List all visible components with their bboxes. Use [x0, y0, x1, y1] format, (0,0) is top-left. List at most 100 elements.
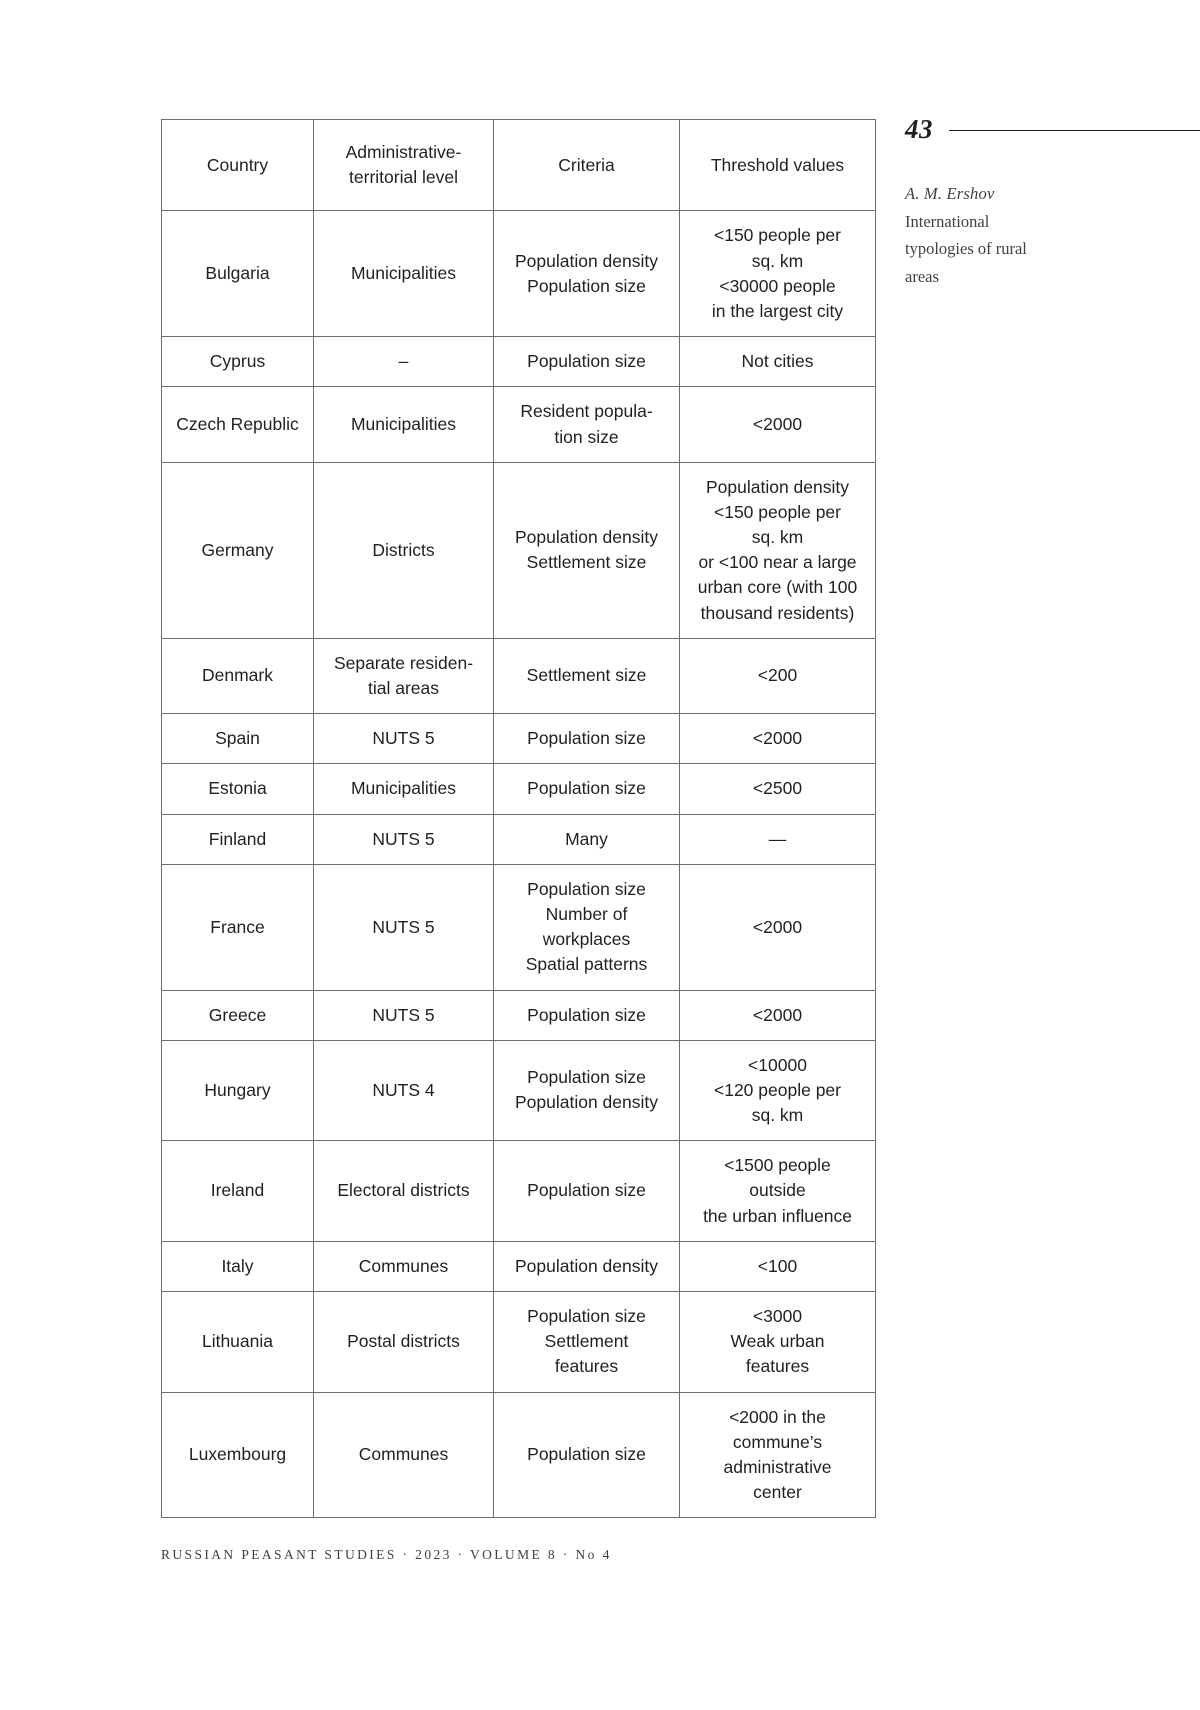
table-row: Italy Communes Population density <100: [161, 1240, 876, 1293]
cell-text-line: —: [768, 828, 787, 849]
column-header-country: Country: [161, 118, 314, 212]
cell-text-line: Hungary: [204, 1079, 271, 1100]
cell-text-line: Finland: [208, 828, 267, 849]
cell-text-line: Separate residen-: [333, 652, 474, 673]
table-row: Luxembourg Communes Population size <2000 i…: [161, 1391, 876, 1519]
folio-rule: [949, 129, 1200, 131]
cell-text-line: thousand residents): [700, 602, 855, 623]
cell-text-line: <1500 people: [724, 1155, 831, 1176]
header-text-line: Threshold values: [710, 154, 845, 175]
cell-text-line: sq. km: [751, 1105, 804, 1126]
header-text-line: Country: [206, 154, 269, 175]
cell-administrative-level: Separate residen-tial areas: [313, 637, 494, 715]
cell-administrative-level: NUTS 5: [313, 863, 494, 991]
cell-text-line: outside: [749, 1180, 806, 1201]
cell-criteria: Settlement size: [493, 637, 680, 715]
cell-text-line: Czech Republic: [176, 413, 299, 434]
cell-text-line: <150 people per: [714, 501, 841, 522]
cell-text-line: Italy: [221, 1255, 254, 1276]
table-row: Finland NUTS 5 Many —: [161, 813, 876, 865]
cell-text-line: center: [753, 1482, 802, 1503]
cell-text-line: Communes: [358, 1255, 449, 1276]
table-row: Ireland Electoral districts Population siz…: [161, 1140, 876, 1242]
cell-text-line: Many: [565, 828, 608, 849]
cell-text-line: <2000 in the: [729, 1406, 826, 1427]
cell-text-line: Municipalities: [350, 413, 457, 434]
cell-text-line: Municipalities: [350, 778, 457, 799]
cell-text-line: NUTS 5: [372, 1004, 435, 1025]
table-row: Denmark Separate residen-tial areas Settle…: [161, 637, 876, 715]
cell-text-line: <30000 people: [719, 275, 836, 296]
cell-text-line: Population size: [527, 1004, 646, 1025]
cell-text-line: Settlement size: [526, 552, 647, 573]
cell-administrative-level: Districts: [313, 461, 494, 639]
cell-text-line: Population size: [527, 878, 646, 899]
cell-text-line: Population density: [514, 1092, 659, 1113]
folio-row: 43: [905, 112, 1200, 146]
cell-text-line: Communes: [358, 1444, 449, 1465]
cell-text-line: Districts: [372, 539, 435, 560]
cell-threshold-values: <2500: [679, 763, 876, 815]
cell-text-line: Population size: [527, 351, 646, 372]
cell-country: Denmark: [161, 637, 314, 715]
cell-criteria: Population size: [493, 989, 680, 1041]
margin-note: 43 A. M. Ershov International typologies…: [905, 112, 1200, 291]
cell-text-line: Luxembourg: [188, 1444, 287, 1465]
cell-text-line: workplaces: [542, 929, 631, 950]
cell-text-line: Estonia: [208, 778, 267, 799]
cell-text-line: France: [210, 916, 265, 937]
cell-text-line: in the largest city: [711, 300, 844, 321]
cell-criteria: Resident popula-tion size: [493, 386, 680, 463]
header-text-line: territorial level: [349, 167, 458, 188]
table-row: Hungary NUTS 4 Population size Population d…: [161, 1039, 876, 1142]
cell-text-line: Population size: [527, 728, 646, 749]
cell-country: Luxembourg: [161, 1391, 314, 1519]
cell-text-line: Spain: [215, 728, 260, 749]
cell-administrative-level: Municipalities: [313, 386, 494, 463]
cell-administrative-level: NUTS 4: [313, 1039, 494, 1142]
cell-country: Spain: [161, 713, 314, 765]
cell-text-line: administrative: [723, 1456, 832, 1477]
header-text-line: Administrative-: [345, 142, 462, 162]
cell-country: Lithuania: [161, 1291, 314, 1393]
cell-text-line: <2500: [752, 778, 803, 799]
cell-country: Italy: [161, 1240, 314, 1293]
table-row: Bulgaria Municipalities Population density…: [161, 210, 876, 338]
cell-threshold-values: <3000 Weak urban features: [679, 1291, 876, 1393]
cell-text-line: features: [745, 1356, 810, 1377]
cell-country: Estonia: [161, 763, 314, 815]
cell-text-line: or <100 near a large: [698, 552, 857, 573]
running-head-title-line2: typologies of rural: [905, 239, 1027, 259]
cell-country: Hungary: [161, 1039, 314, 1142]
column-header-criteria: Criteria: [493, 118, 680, 212]
cell-threshold-values: Not cities: [679, 336, 876, 388]
running-head-title-line1: International: [905, 211, 990, 231]
cell-administrative-level: Municipalities: [313, 763, 494, 815]
cell-text-line: the urban influence: [703, 1205, 852, 1226]
cell-administrative-level: Postal districts: [313, 1291, 494, 1393]
column-header-threshold-values: Threshold values: [679, 118, 876, 212]
cell-text-line: Greece: [208, 1004, 267, 1025]
table-row: Lithuania Postal districts Population size…: [161, 1291, 876, 1393]
cell-text-line: features: [554, 1356, 619, 1377]
cell-criteria: Population size: [493, 763, 680, 815]
table-row: France NUTS 5 Population size Number of work…: [161, 863, 876, 991]
cell-text-line: Settlement: [544, 1331, 629, 1352]
cell-criteria: Population size Population density: [493, 1039, 680, 1142]
cell-country: Germany: [161, 461, 314, 639]
cell-text-line: Resident popula-: [520, 401, 653, 422]
cell-text-line: Denmark: [202, 665, 273, 686]
table-row: Czech Republic Municipalities Resident pop…: [161, 386, 876, 463]
cell-text-line: Population size: [527, 275, 646, 296]
cell-criteria: Population size Settlement features: [493, 1291, 680, 1393]
cell-text-line: Population size: [527, 1067, 646, 1088]
column-header-administrative-level: Administrative-territorial level: [313, 118, 494, 212]
cell-threshold-values: <2000: [679, 386, 876, 463]
cell-text-line: Electoral districts: [337, 1180, 470, 1201]
cell-text-line: Settlement size: [526, 665, 647, 686]
table-row: Cyprus – Population size Not cities: [161, 336, 876, 388]
cell-criteria: Population density Population size: [493, 210, 680, 338]
table-header-row: Country Administrative-territorial level…: [161, 118, 876, 212]
cell-administrative-level: Municipalities: [313, 210, 494, 338]
